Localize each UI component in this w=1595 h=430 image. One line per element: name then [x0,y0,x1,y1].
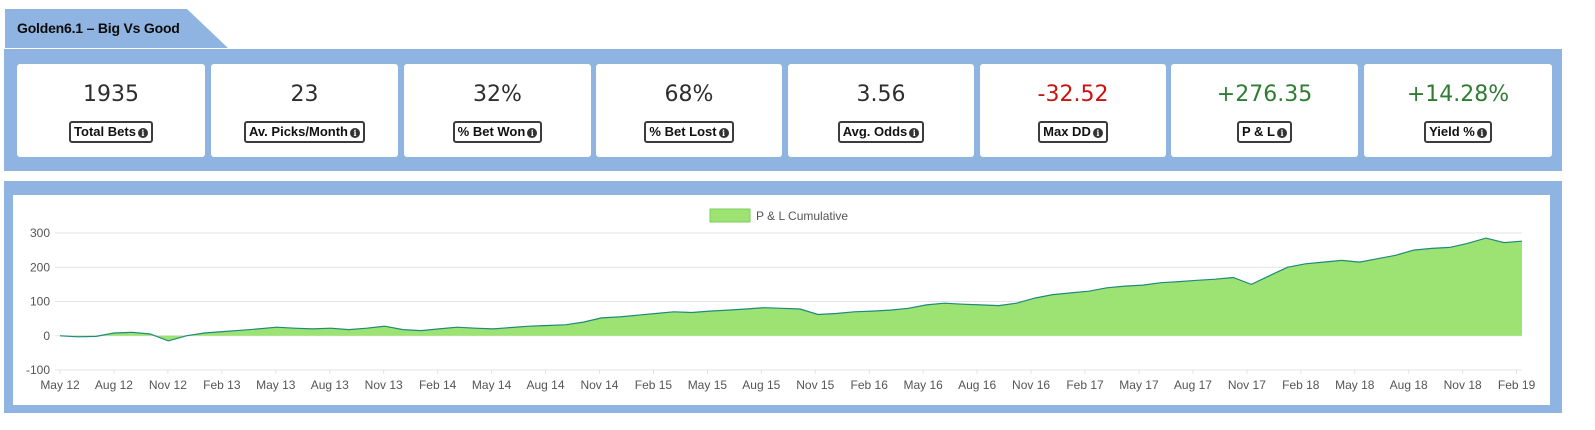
x-tick-label: Nov 18 [1444,378,1482,392]
y-tick-label: 0 [43,329,50,343]
stat-value: +276.35 [1216,82,1313,107]
x-tick-label: May 18 [1335,378,1375,392]
info-icon[interactable]: i [527,128,538,138]
info-icon[interactable]: i [1476,128,1487,138]
stat-label-text: Av. Picks/Month [249,124,348,139]
stat-value: 68% [664,82,714,107]
x-tick-label: May 15 [688,378,728,392]
stat-label-button[interactable]: % Bet Won i [452,121,543,143]
x-tick-label: Feb 19 [1498,378,1536,392]
x-tick-label: May 13 [256,378,296,392]
stat-value: +14.28% [1406,82,1510,107]
stat-label-text: Total Bets [74,124,136,139]
chart-panel: 300 200 100 0 -100 May 12 Aug 12 Nov 12 Feb 13 Ma… [4,181,1562,413]
x-tick-label: Nov 16 [1012,378,1050,392]
stat-label-text: Avg. Odds [842,124,908,139]
x-tick-label: Nov 13 [365,378,403,392]
x-tick-label: Feb 13 [203,378,241,392]
x-tick-label: Feb 15 [635,378,673,392]
info-icon[interactable]: i [909,128,920,138]
legend-swatch [709,208,751,223]
x-tick-label: Feb 17 [1066,378,1104,392]
x-tick-label: Aug 12 [95,378,133,392]
x-tick-label: Aug 13 [311,378,349,392]
legend-label: P & L Cumulative [756,209,848,223]
y-tick-label: -100 [26,363,50,377]
x-tick-label: Feb 14 [419,378,457,392]
stat-label-button[interactable]: Total Bets i [69,121,153,143]
stat-label-button[interactable]: Max DD i [1038,121,1108,143]
stat-label-button[interactable]: Avg. Odds i [837,121,925,143]
y-tick-label: 200 [30,260,50,274]
title-tab-shape [5,9,228,48]
x-tick-label: Feb 16 [851,378,889,392]
info-icon[interactable]: i [349,128,360,138]
stat-card-av-picks: 23 Av. Picks/Month i [211,64,398,157]
stat-value: 23 [290,82,319,107]
stats-panel: 1935 Total Bets i 23 Av. Picks/Month i 32%… [4,49,1562,171]
x-tick-label: Nov 15 [796,378,834,392]
x-tick-label: Aug 14 [527,378,565,392]
stat-value: -32.52 [1037,82,1109,107]
y-tick-label: 100 [30,295,50,309]
info-icon[interactable]: i [1092,128,1103,138]
x-tick-label: May 17 [1119,378,1159,392]
stat-label-button[interactable]: % Bet Lost i [644,121,734,143]
stat-card-max-dd: -32.52 Max DD i [980,64,1166,157]
stat-value: 32% [473,82,522,107]
x-tick-label: Aug 17 [1174,378,1212,392]
x-tick-label: Aug 16 [958,378,996,392]
stat-card-bet-lost: 68% % Bet Lost i [596,64,782,157]
stat-label-button[interactable]: Yield % i [1424,121,1492,143]
stat-card-total-bets: 1935 Total Bets i [17,64,205,157]
stat-value: 1935 [83,82,139,107]
page-title: Golden6.1 – Big Vs Good [17,20,180,36]
title-tab: Golden6.1 – Big Vs Good [5,9,228,48]
stat-label-text: Yield % [1429,124,1475,139]
x-tick-label: Nov 12 [149,378,187,392]
stat-label-text: P & L [1242,124,1275,139]
stat-card-yield: +14.28% Yield % i [1364,64,1552,157]
x-tick-label: Aug 15 [742,378,780,392]
stat-label-button[interactable]: Av. Picks/Month i [244,121,365,143]
x-tick-label: Aug 18 [1390,378,1428,392]
pnl-line [59,237,1523,342]
y-tick-label: 300 [30,226,50,240]
pnl-area [60,238,1522,341]
stat-card-bet-won: 32% % Bet Won i [404,64,591,157]
stat-label-text: Max DD [1043,124,1091,139]
x-tick-label: May 16 [903,378,943,392]
x-tick-label: Nov 17 [1228,378,1266,392]
info-icon[interactable]: i [718,128,729,138]
x-tick-label: Nov 14 [580,378,618,392]
stat-card-avg-odds: 3.56 Avg. Odds i [788,64,974,157]
stat-value: 3.56 [856,82,906,107]
info-icon[interactable]: i [1277,128,1287,138]
x-tick-label: Feb 18 [1282,378,1320,392]
stat-label-text: % Bet Won [457,124,526,139]
chart-container: 300 200 100 0 -100 May 12 Aug 12 Nov 12 Feb 13 Ma… [13,195,1550,405]
x-tick-label: May 12 [40,378,80,392]
info-icon[interactable]: i [137,128,148,138]
x-tick-label: May 14 [472,378,512,392]
stat-label-text: % Bet Lost [649,124,717,139]
